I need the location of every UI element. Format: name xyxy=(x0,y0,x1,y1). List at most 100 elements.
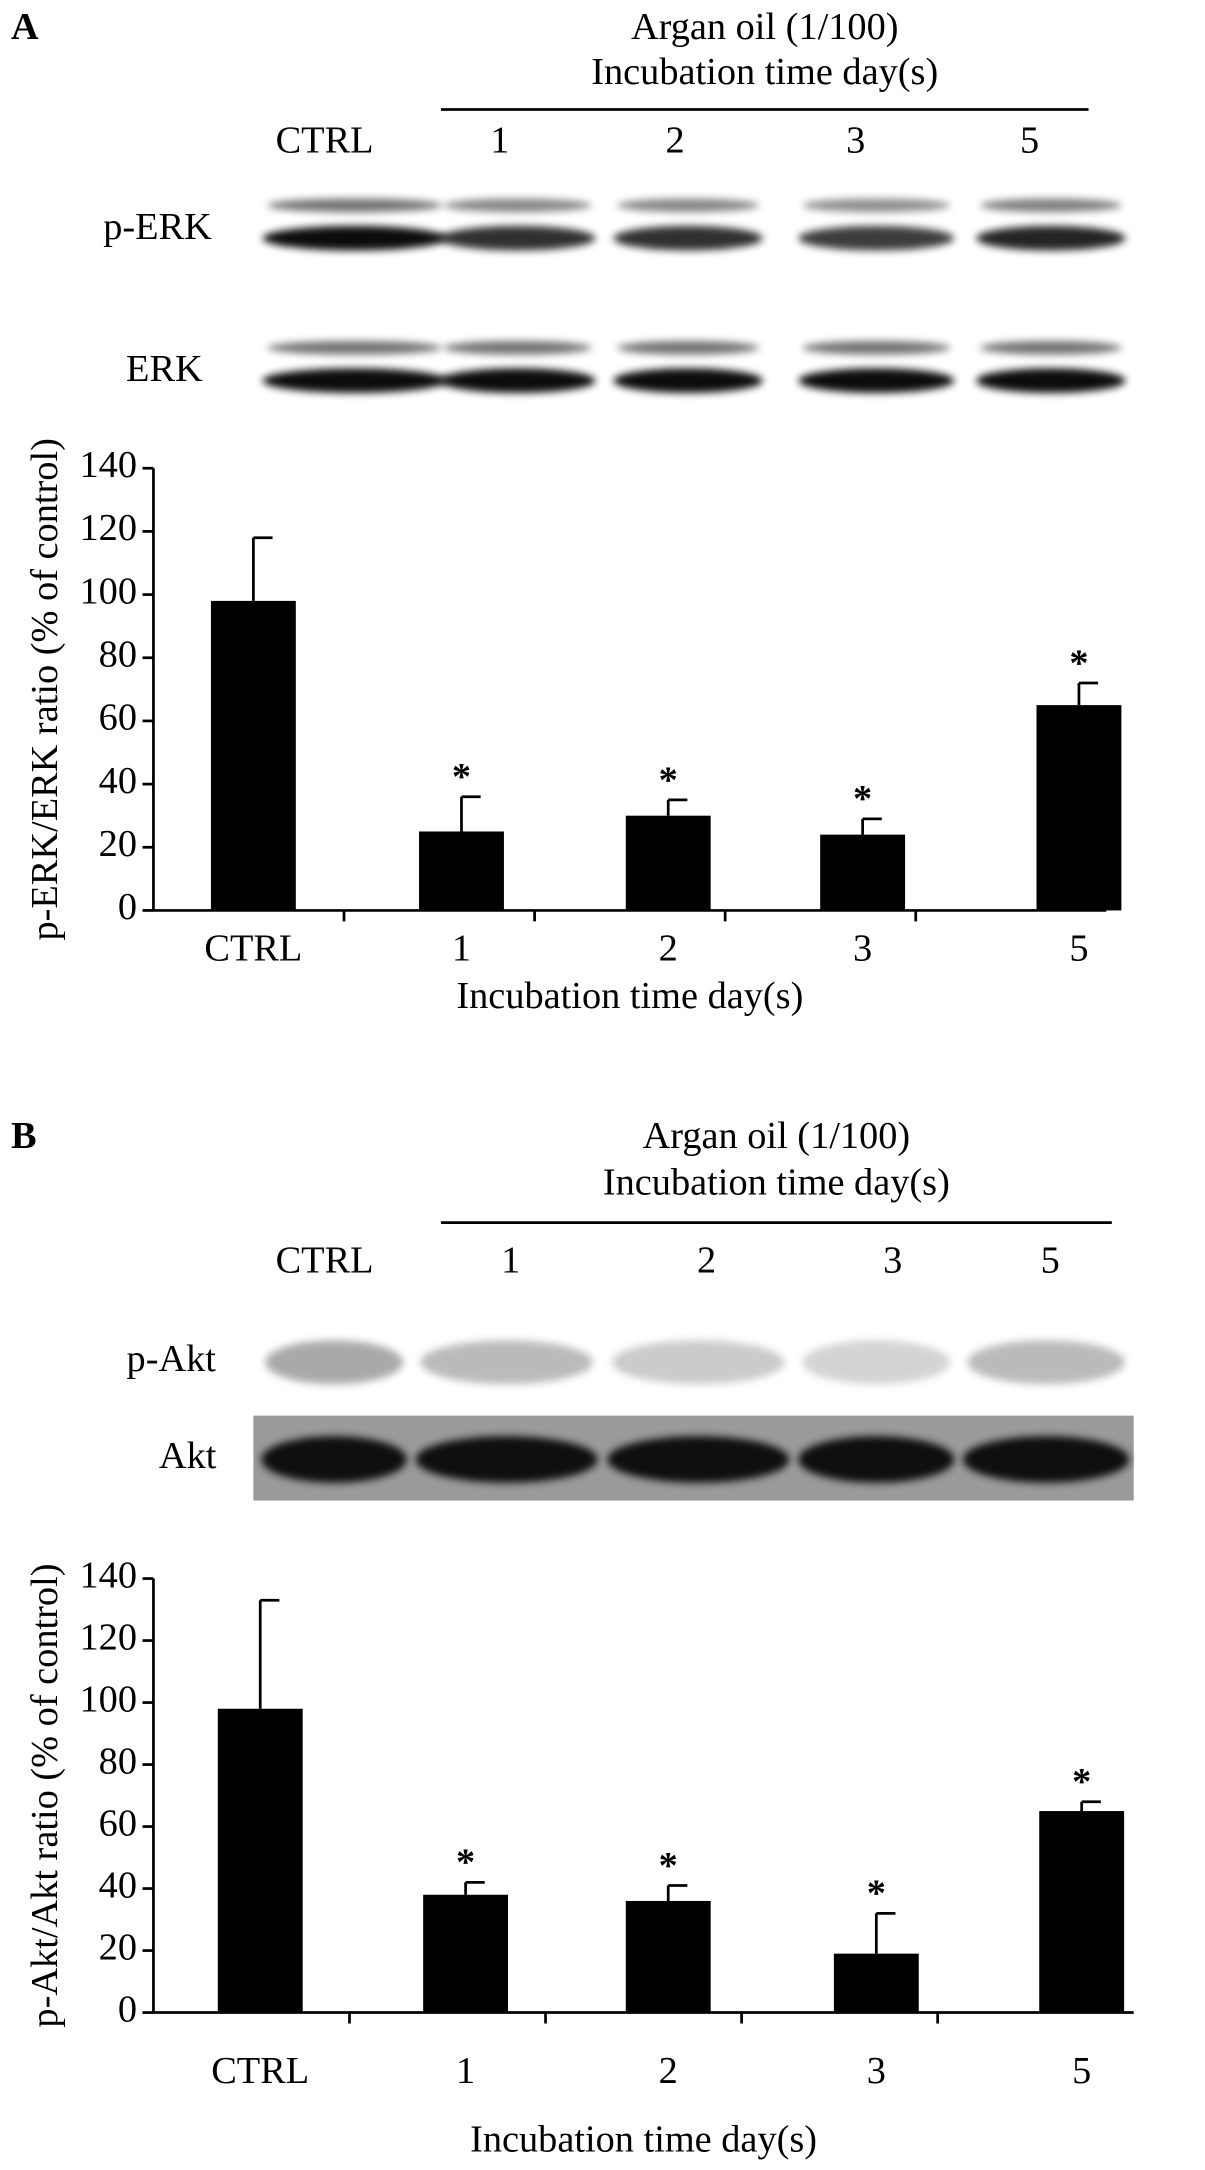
y-tick-label: 40 xyxy=(99,1864,137,1906)
lane-label: CTRL xyxy=(276,1239,374,1281)
blot-band xyxy=(420,1340,593,1385)
y-tick-label: 140 xyxy=(80,444,138,486)
y-tick-label: 0 xyxy=(118,1988,137,2030)
significance-mark: * xyxy=(853,778,872,820)
blot-band xyxy=(802,198,951,213)
lane-label: 2 xyxy=(697,1239,716,1281)
blot-band xyxy=(980,198,1122,213)
blot-band xyxy=(613,225,763,251)
bar xyxy=(625,815,711,911)
x-tick-label: 2 xyxy=(659,927,678,969)
blot-band xyxy=(443,340,592,355)
x-tick-label: 3 xyxy=(867,2050,886,2092)
blot-band xyxy=(267,198,443,213)
bar xyxy=(419,831,504,911)
blot-band xyxy=(261,1436,407,1483)
x-tick-label: 2 xyxy=(659,2050,678,2092)
blot-header: Incubation time day(s) xyxy=(591,51,938,93)
y-tick-label: 100 xyxy=(80,1678,138,1720)
significance-mark: * xyxy=(456,1842,475,1884)
y-axis-label: p-ERK/ERK ratio (% of control) xyxy=(24,438,66,940)
y-tick-label: 20 xyxy=(99,1926,137,1968)
blot-band xyxy=(962,1436,1130,1483)
bar xyxy=(1039,1811,1125,2013)
x-tick-label: 1 xyxy=(456,2050,475,2092)
x-axis-label: Incubation time day(s) xyxy=(470,2118,817,2160)
y-tick-label: 100 xyxy=(80,570,138,612)
blot-band xyxy=(980,340,1122,355)
blot-band xyxy=(798,1436,955,1483)
blot-label: ERK xyxy=(126,348,203,390)
lane-label: CTRL xyxy=(276,120,374,162)
significance-mark: * xyxy=(867,1873,886,1915)
lane-label: 1 xyxy=(501,1239,520,1281)
blot-band xyxy=(976,225,1126,251)
bar xyxy=(820,834,906,911)
bar xyxy=(423,1894,509,2013)
blot-band xyxy=(617,198,759,213)
blot-band xyxy=(967,1340,1125,1385)
y-tick-label: 0 xyxy=(118,886,137,928)
lane-label: 3 xyxy=(846,120,865,162)
lane-label: 1 xyxy=(490,120,509,162)
blot-band xyxy=(798,225,955,251)
y-axis-label: p-Akt/Akt ratio (% of control) xyxy=(24,1564,66,2028)
y-tick-label: 60 xyxy=(99,1802,137,1844)
blot-band xyxy=(415,1436,598,1483)
blot-band xyxy=(607,1436,790,1483)
y-tick-label: 80 xyxy=(99,1740,137,1782)
y-tick-label: 140 xyxy=(80,1554,138,1596)
x-tick-label: CTRL xyxy=(211,2050,309,2092)
bar xyxy=(217,1708,303,2013)
blot-band xyxy=(439,368,596,393)
blot-band xyxy=(262,368,448,393)
bar xyxy=(1036,705,1122,911)
blot-band xyxy=(612,1340,785,1385)
blot-label: p-ERK xyxy=(103,206,212,248)
blot-band xyxy=(802,340,951,355)
significance-mark: * xyxy=(452,756,471,798)
significance-mark: * xyxy=(659,1845,678,1887)
significance-mark: * xyxy=(659,759,678,801)
lane-label: 5 xyxy=(1041,1239,1060,1281)
y-tick-label: 60 xyxy=(99,697,137,739)
bar xyxy=(210,600,296,911)
lane-label: 3 xyxy=(883,1239,902,1281)
panel-label: B xyxy=(11,1115,37,1157)
blot-band xyxy=(262,225,448,251)
x-tick-label: 1 xyxy=(452,927,471,969)
x-tick-label: CTRL xyxy=(204,927,302,969)
blot-band xyxy=(617,340,759,355)
blot-band xyxy=(443,198,592,213)
bar xyxy=(833,1953,919,2013)
x-tick-label: 5 xyxy=(1069,927,1088,969)
y-tick-label: 40 xyxy=(99,760,137,802)
blot-band xyxy=(976,368,1126,393)
y-tick-label: 20 xyxy=(99,823,137,865)
lane-label: 5 xyxy=(1020,120,1039,162)
x-axis-label: Incubation time day(s) xyxy=(456,975,803,1017)
bar xyxy=(625,1900,711,2013)
blot-band xyxy=(613,368,763,393)
blot-band xyxy=(267,340,443,355)
blot-band xyxy=(798,368,955,393)
blot-label: Akt xyxy=(159,1435,217,1477)
panel-label: A xyxy=(11,6,39,48)
blot-header: Incubation time day(s) xyxy=(603,1161,950,1203)
blot-header: Argan oil (1/100) xyxy=(643,1115,911,1157)
blot-band xyxy=(802,1340,951,1385)
y-tick-label: 120 xyxy=(80,507,138,549)
blot-band xyxy=(265,1340,404,1385)
y-tick-label: 120 xyxy=(80,1616,138,1658)
blot-header: Argan oil (1/100) xyxy=(631,6,899,48)
blot-band xyxy=(439,225,596,251)
x-tick-label: 5 xyxy=(1072,2050,1091,2092)
lane-label: 2 xyxy=(665,120,684,162)
y-tick-label: 80 xyxy=(99,634,137,676)
blot-label: p-Akt xyxy=(127,1338,217,1380)
significance-mark: * xyxy=(1072,1761,1091,1803)
significance-mark: * xyxy=(1069,642,1088,684)
x-tick-label: 3 xyxy=(853,927,872,969)
